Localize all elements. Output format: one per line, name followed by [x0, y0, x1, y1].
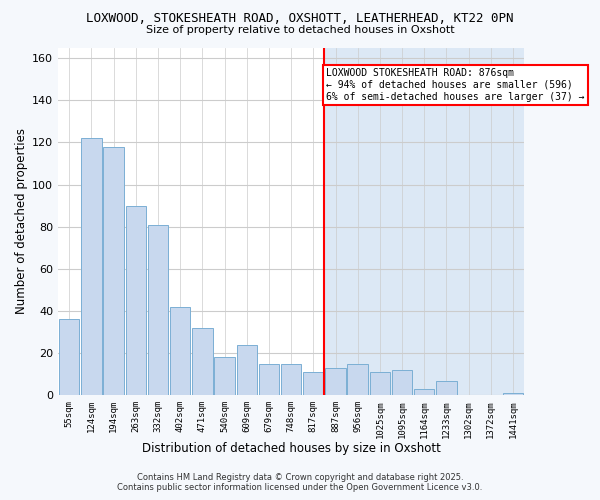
Bar [103, 146, 124, 396]
Bar [281, 364, 301, 396]
Text: Size of property relative to detached houses in Oxshott: Size of property relative to detached ho… [146, 25, 454, 35]
Bar [236, 345, 257, 396]
Bar [192, 328, 212, 396]
Bar [414, 389, 434, 396]
Bar [259, 364, 279, 396]
Bar [325, 48, 524, 396]
Bar [325, 368, 346, 396]
Bar [148, 224, 168, 396]
Text: LOXWOOD STOKESHEATH ROAD: 876sqm
← 94% of detached houses are smaller (596)
6% o: LOXWOOD STOKESHEATH ROAD: 876sqm ← 94% o… [326, 68, 584, 102]
Bar [303, 372, 323, 396]
Bar [214, 358, 235, 396]
Bar [347, 364, 368, 396]
X-axis label: Distribution of detached houses by size in Oxshott: Distribution of detached houses by size … [142, 442, 440, 455]
Bar [392, 370, 412, 396]
Bar [370, 372, 390, 396]
Y-axis label: Number of detached properties: Number of detached properties [15, 128, 28, 314]
Bar [125, 206, 146, 396]
Bar [436, 380, 457, 396]
Text: LOXWOOD, STOKESHEATH ROAD, OXSHOTT, LEATHERHEAD, KT22 0PN: LOXWOOD, STOKESHEATH ROAD, OXSHOTT, LEAT… [86, 12, 514, 26]
Bar [503, 393, 523, 396]
Text: Contains HM Land Registry data © Crown copyright and database right 2025.
Contai: Contains HM Land Registry data © Crown c… [118, 473, 482, 492]
Bar [170, 307, 190, 396]
Bar [81, 138, 101, 396]
Bar [59, 320, 79, 396]
